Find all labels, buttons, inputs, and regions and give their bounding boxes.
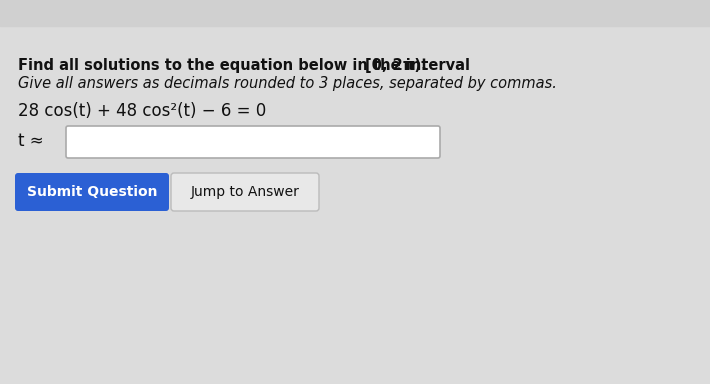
Text: Find all solutions to the equation below in the interval: Find all solutions to the equation below… [18,58,475,73]
Text: Jump to Answer: Jump to Answer [190,185,300,199]
Text: Submit Question: Submit Question [27,185,157,199]
Text: 28 cos(t) + 48 cos²(t) − 6 = 0: 28 cos(t) + 48 cos²(t) − 6 = 0 [18,102,266,120]
Text: [0, 2π).: [0, 2π). [365,58,427,73]
Text: Give all answers as decimals rounded to 3 places, separated by commas.: Give all answers as decimals rounded to … [18,76,557,91]
Text: t ≈: t ≈ [18,132,43,150]
FancyBboxPatch shape [15,173,169,211]
FancyBboxPatch shape [66,126,440,158]
Bar [0,0,710,26]
FancyBboxPatch shape [171,173,319,211]
